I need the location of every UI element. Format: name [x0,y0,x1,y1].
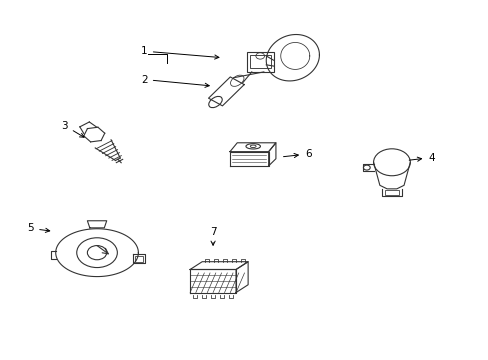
Text: 4: 4 [408,153,434,162]
Text: 5: 5 [27,224,50,233]
Text: 1: 1 [141,46,219,59]
Bar [249,55,270,68]
Text: 7: 7 [209,227,216,245]
Text: 6: 6 [283,149,311,159]
Text: 2: 2 [141,75,209,87]
Bar [135,256,143,262]
Text: 3: 3 [61,121,84,137]
Bar [385,190,398,195]
